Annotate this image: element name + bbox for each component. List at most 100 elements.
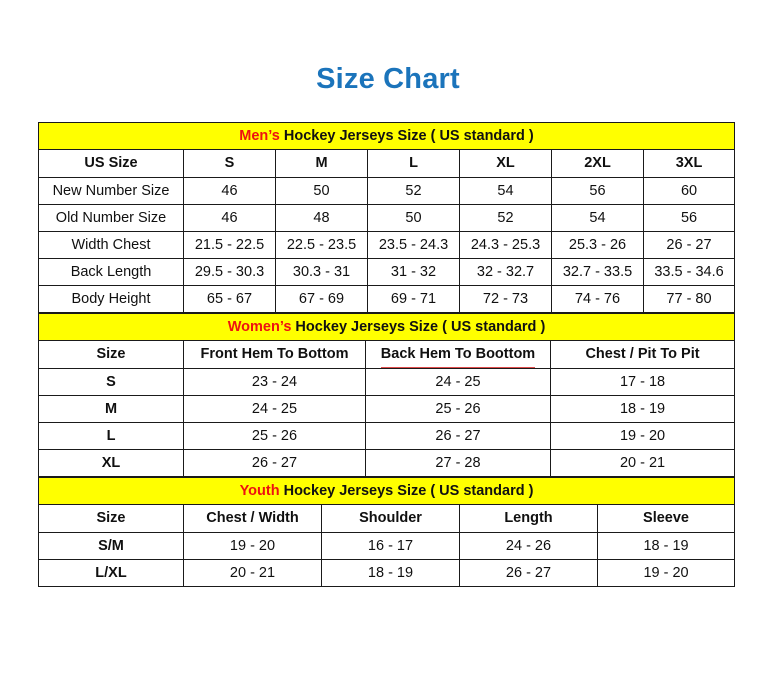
mens-cell-2-5: 26 - 27: [642, 231, 736, 259]
mens-cell-1-3: 52: [459, 204, 552, 232]
mens-cell-3-5: 33.5 - 34.6: [642, 258, 736, 286]
womens-section-banner-row: Women’s Hockey Jerseys Size ( US standar…: [37, 313, 736, 341]
youth-section-banner: Youth Hockey Jerseys Size ( US standard …: [37, 477, 736, 505]
mens-cell-0-4: 56: [551, 177, 644, 205]
mens-col-header-6: 3XL: [642, 149, 736, 178]
youth-column-header-row: Size Chest / Width Shoulder Length Sleev…: [38, 504, 736, 533]
womens-cell-0-2: 17 - 18: [549, 368, 736, 396]
mens-cell-1-0: 46: [183, 204, 276, 232]
womens-size-table: Women’s Hockey Jerseys Size ( US standar…: [37, 313, 736, 477]
table-row: Body Height 65 - 67 67 - 69 69 - 71 72 -…: [38, 285, 736, 313]
mens-cell-1-2: 50: [367, 204, 460, 232]
womens-col-header-3: Chest / Pit To Pit: [549, 340, 736, 369]
mens-row-label-2: Width Chest: [38, 231, 184, 259]
womens-cell-3-2: 20 - 21: [549, 449, 736, 477]
youth-col-header-3: Length: [459, 504, 598, 533]
mens-cell-3-1: 30.3 - 31: [275, 258, 368, 286]
mens-section-banner-row: Men’s Hockey Jerseys Size ( US standard …: [37, 122, 736, 150]
mens-column-header-row: US Size S M L XL 2XL 3XL: [38, 149, 736, 178]
mens-banner-accent: Men’s: [239, 128, 280, 144]
youth-col-header-0: Size: [38, 504, 184, 533]
womens-row-label-1: M: [38, 395, 184, 423]
table-row: Old Number Size 46 48 50 52 54 56: [38, 204, 736, 232]
youth-banner-rest: Hockey Jerseys Size ( US standard ): [279, 483, 534, 499]
mens-section-banner: Men’s Hockey Jerseys Size ( US standard …: [37, 122, 736, 150]
mens-col-header-4: XL: [459, 149, 552, 178]
mens-cell-3-3: 32 - 32.7: [459, 258, 552, 286]
mens-col-header-2: M: [275, 149, 368, 178]
mens-col-header-0: US Size: [38, 149, 184, 178]
mens-row-label-3: Back Length: [38, 258, 184, 286]
mens-cell-0-2: 52: [367, 177, 460, 205]
mens-cell-0-0: 46: [183, 177, 276, 205]
table-row: L 25 - 26 26 - 27 19 - 20: [38, 422, 736, 450]
mens-cell-2-4: 25.3 - 26: [551, 231, 644, 259]
table-row: Back Length 29.5 - 30.3 30.3 - 31 31 - 3…: [38, 258, 736, 286]
womens-cell-2-0: 25 - 26: [183, 422, 366, 450]
mens-size-table: Men’s Hockey Jerseys Size ( US standard …: [37, 122, 736, 313]
mens-cell-1-5: 56: [642, 204, 736, 232]
size-tables-container: Men’s Hockey Jerseys Size ( US standard …: [37, 122, 736, 587]
womens-cell-3-0: 26 - 27: [183, 449, 366, 477]
youth-cell-1-0: 20 - 21: [183, 559, 322, 587]
womens-section-banner: Women’s Hockey Jerseys Size ( US standar…: [37, 313, 736, 341]
mens-cell-2-3: 24.3 - 25.3: [459, 231, 552, 259]
table-row: Width Chest 21.5 - 22.5 22.5 - 23.5 23.5…: [38, 231, 736, 259]
mens-cell-4-4: 74 - 76: [551, 285, 644, 313]
mens-cell-3-2: 31 - 32: [367, 258, 460, 286]
youth-cell-1-2: 26 - 27: [459, 559, 598, 587]
youth-row-label-0: S/M: [38, 532, 184, 560]
youth-col-header-4: Sleeve: [596, 504, 736, 533]
mens-cell-2-2: 23.5 - 24.3: [367, 231, 460, 259]
womens-col-header-2-text: Back Hem To Boottom: [380, 342, 536, 368]
youth-section-banner-row: Youth Hockey Jerseys Size ( US standard …: [37, 477, 736, 505]
mens-cell-4-2: 69 - 71: [367, 285, 460, 313]
mens-col-header-5: 2XL: [551, 149, 644, 178]
youth-banner-accent: Youth: [239, 483, 280, 499]
womens-cell-1-0: 24 - 25: [183, 395, 366, 423]
mens-row-label-4: Body Height: [38, 285, 184, 313]
mens-cell-0-1: 50: [275, 177, 368, 205]
table-row: M 24 - 25 25 - 26 18 - 19: [38, 395, 736, 423]
mens-col-header-3: L: [367, 149, 460, 178]
womens-cell-0-0: 23 - 24: [183, 368, 366, 396]
womens-cell-3-1: 27 - 28: [365, 449, 551, 477]
womens-banner-rest: Hockey Jerseys Size ( US standard ): [291, 319, 546, 335]
mens-col-header-1: S: [183, 149, 276, 178]
mens-cell-1-1: 48: [275, 204, 368, 232]
womens-row-label-3: XL: [38, 449, 184, 477]
mens-cell-2-1: 22.5 - 23.5: [275, 231, 368, 259]
mens-cell-0-5: 60: [642, 177, 736, 205]
womens-cell-1-1: 25 - 26: [365, 395, 551, 423]
womens-col-header-1: Front Hem To Bottom: [183, 340, 366, 369]
womens-cell-2-1: 26 - 27: [365, 422, 551, 450]
table-row: New Number Size 46 50 52 54 56 60: [38, 177, 736, 205]
mens-cell-4-1: 67 - 69: [275, 285, 368, 313]
womens-cell-2-2: 19 - 20: [549, 422, 736, 450]
womens-banner-accent: Women’s: [227, 319, 292, 335]
womens-cell-1-2: 18 - 19: [549, 395, 736, 423]
womens-col-header-0: Size: [38, 340, 184, 369]
mens-cell-3-0: 29.5 - 30.3: [183, 258, 276, 286]
youth-cell-1-3: 19 - 20: [596, 559, 736, 587]
mens-row-label-1: Old Number Size: [38, 204, 184, 232]
table-row: L/XL 20 - 21 18 - 19 26 - 27 19 - 20: [38, 559, 736, 587]
youth-cell-0-0: 19 - 20: [183, 532, 322, 560]
mens-cell-4-5: 77 - 80: [642, 285, 736, 313]
mens-cell-3-4: 32.7 - 33.5: [551, 258, 644, 286]
mens-cell-1-4: 54: [551, 204, 644, 232]
womens-row-label-2: L: [38, 422, 184, 450]
mens-row-label-0: New Number Size: [38, 177, 184, 205]
youth-row-label-1: L/XL: [38, 559, 184, 587]
mens-banner-rest: Hockey Jerseys Size ( US standard ): [279, 128, 534, 144]
womens-col-header-2: Back Hem To Boottom: [365, 340, 551, 369]
womens-row-label-0: S: [38, 368, 184, 396]
youth-cell-1-1: 18 - 19: [321, 559, 460, 587]
youth-size-table: Youth Hockey Jerseys Size ( US standard …: [37, 477, 736, 587]
mens-cell-0-3: 54: [459, 177, 552, 205]
table-row: XL 26 - 27 27 - 28 20 - 21: [38, 449, 736, 477]
youth-cell-0-1: 16 - 17: [321, 532, 460, 560]
mens-cell-4-3: 72 - 73: [459, 285, 552, 313]
womens-column-header-row: Size Front Hem To Bottom Back Hem To Boo…: [38, 340, 736, 369]
